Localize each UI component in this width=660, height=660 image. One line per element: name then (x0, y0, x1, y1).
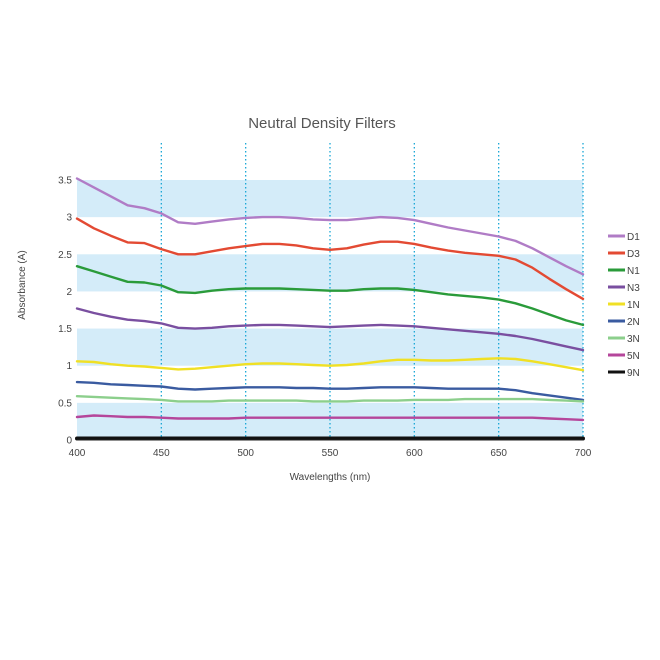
series-line-N3 (75, 307, 585, 352)
series-line-D3 (75, 217, 585, 301)
series-line-5N (75, 414, 585, 422)
band-3 (77, 180, 583, 218)
x-tick-400: 400 (69, 448, 86, 459)
x-tick-700: 700 (575, 448, 592, 459)
x-tick-450: 450 (153, 448, 170, 459)
y-tick-0: 0 (66, 436, 72, 447)
legend-label-1N: 1N (627, 300, 640, 311)
y-tick-labels: 0 0.5 1 1.5 2 2.5 3 3.5 (58, 176, 72, 447)
series-line-N1 (75, 265, 585, 327)
series-lines (75, 177, 585, 441)
legend-label-N1: N1 (627, 266, 640, 277)
y-tick-2.5: 2.5 (58, 250, 72, 261)
legend-label-2N: 2N (627, 317, 640, 328)
y-tick-1: 1 (66, 361, 72, 372)
x-tick-500: 500 (237, 448, 254, 459)
series-line-3N (75, 395, 585, 403)
series-line-1N (75, 357, 585, 372)
x-tick-600: 600 (406, 448, 423, 459)
series-line-2N (75, 380, 585, 402)
legend: D1 D3 N1 N3 1N 2N 3N 5N 9N (608, 232, 640, 379)
x-axis-label: Wavelengths (nm) (290, 472, 371, 483)
x-tick-550: 550 (322, 448, 339, 459)
y-tick-3: 3 (66, 213, 72, 224)
legend-label-9N: 9N (627, 368, 640, 379)
y-axis-label: Absorbance (A) (17, 250, 28, 319)
legend-label-3N: 3N (627, 334, 640, 345)
y-tick-0.5: 0.5 (58, 398, 72, 409)
y-tick-3.5: 3.5 (58, 176, 72, 187)
legend-label-5N: 5N (627, 351, 640, 362)
legend-label-N3: N3 (627, 283, 640, 294)
legend-label-D3: D3 (627, 249, 640, 260)
chart-title: Neutral Density Filters (248, 115, 396, 132)
series-line-D1 (75, 177, 585, 276)
y-tick-1.5: 1.5 (58, 324, 72, 335)
x-tick-labels: 400 450 500 550 600 650 700 (69, 448, 592, 459)
x-tick-650: 650 (490, 448, 507, 459)
band-0 (77, 402, 583, 440)
legend-label-D1: D1 (627, 232, 640, 243)
y-tick-2: 2 (66, 287, 72, 298)
